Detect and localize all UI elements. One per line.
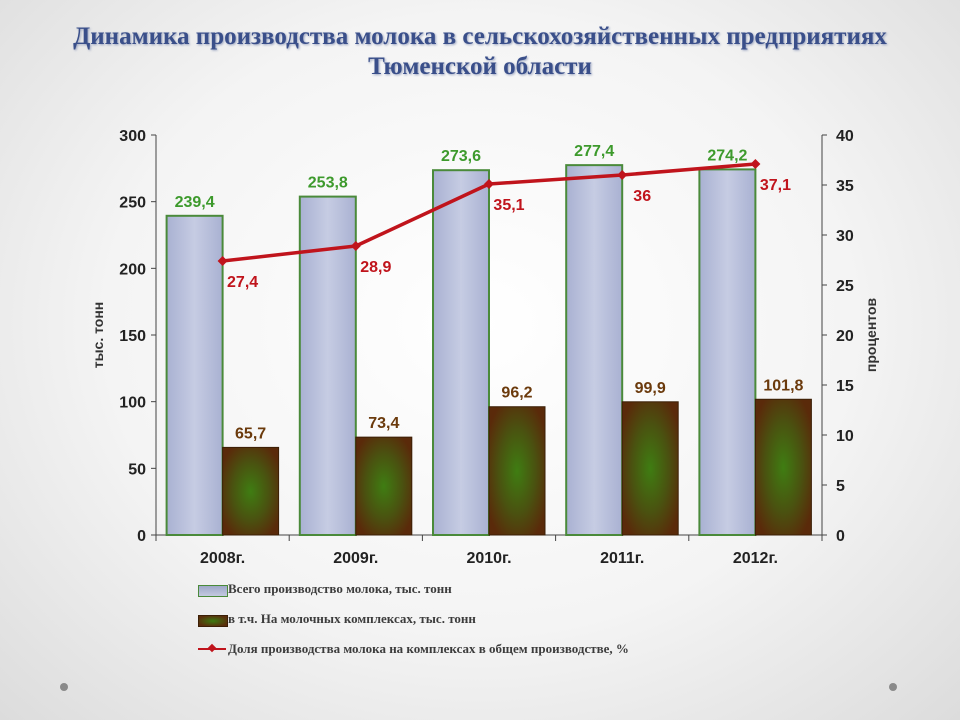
- x-tick-label: 2009г.: [333, 550, 378, 567]
- y-tick-label-left: 250: [119, 195, 146, 212]
- bar-complex: [488, 406, 546, 536]
- y-axis-title-right: процентов: [863, 297, 879, 372]
- y-tick-label-right: 40: [836, 128, 854, 145]
- line-marker: [750, 159, 761, 169]
- chart-axes: 0 50 100 150 200 250 300 0 5 10 15 20 25 30 35 40 2008г.…: [90, 128, 879, 567]
- bar-complex: [222, 446, 280, 536]
- legend-label-share: Доля производства молока на комплексах в…: [228, 641, 629, 656]
- data-label-total: 277,4: [574, 143, 614, 160]
- y-tick-label-right: 35: [836, 178, 854, 195]
- data-label-total: 239,4: [175, 194, 215, 211]
- bars-total-series: [165, 164, 757, 537]
- legend-label-total: Всего производство молока, тыс. тонн: [228, 581, 452, 596]
- data-labels: 239,4 65,7 253,8 73,4 273,6 96,2 277,4 99,9 274,…: [175, 143, 804, 442]
- x-tick-label: 2012г.: [733, 550, 778, 567]
- chart-title-line-1: Динамика производства молока в сельскохо…: [73, 23, 887, 50]
- bar-total: [565, 164, 624, 536]
- y-tick-label-right: 15: [836, 378, 854, 395]
- slide-dot-left: [60, 683, 68, 691]
- slide-dot-right: [889, 683, 897, 691]
- data-label-share: 36: [633, 188, 651, 205]
- legend-label-complex: в т.ч. На молочных комплексах, тыс. тонн: [228, 611, 476, 626]
- y-tick-label-right: 0: [836, 528, 845, 545]
- data-label-total: 274,2: [707, 147, 747, 164]
- bar-total: [165, 214, 224, 537]
- data-label-complex: 99,9: [635, 380, 666, 397]
- chart-title: Динамика производства молока в сельскохо…: [0, 22, 960, 82]
- y-tick-label-right: 10: [836, 428, 854, 445]
- data-label-total: 273,6: [441, 148, 481, 165]
- data-label-complex: 96,2: [501, 385, 532, 402]
- y-tick-label-left: 200: [119, 261, 146, 278]
- bar-complex: [355, 436, 413, 536]
- x-tick-label: 2008г.: [200, 550, 245, 567]
- line-marker: [484, 179, 494, 189]
- y-tick-label-right: 30: [836, 228, 854, 245]
- y-tick-label-left: 300: [119, 128, 146, 145]
- legend-swatch-complex: [198, 615, 228, 627]
- data-label-complex: 101,8: [763, 377, 803, 394]
- y-tick-label-left: 150: [119, 328, 146, 345]
- data-label-share: 37,1: [760, 177, 791, 194]
- y-tick-label-left: 100: [119, 395, 146, 412]
- y-tick-label-right: 20: [836, 328, 854, 345]
- chart-title-line-2: Тюменской области: [368, 53, 592, 80]
- y-axis-title-left: тыс. тонн: [90, 302, 106, 369]
- data-label-share: 28,9: [360, 259, 391, 276]
- bar-total: [698, 168, 757, 536]
- x-tick-label: 2010г.: [466, 550, 511, 567]
- x-tick-label: 2011г.: [600, 550, 644, 567]
- y-tick-label-right: 5: [836, 478, 845, 495]
- legend-swatch-total: [198, 585, 228, 597]
- line-share-series: [217, 159, 761, 266]
- data-label-total: 253,8: [308, 175, 348, 192]
- bar-total: [432, 169, 490, 536]
- data-label-complex: 65,7: [235, 425, 266, 442]
- line-marker: [350, 241, 361, 251]
- bar-complex: [754, 398, 812, 536]
- data-label-complex: 73,4: [368, 415, 399, 432]
- line-marker: [617, 170, 628, 180]
- data-label-share: 27,4: [227, 274, 258, 291]
- data-label-share: 35,1: [493, 197, 524, 214]
- y-tick-label-left: 0: [137, 528, 146, 545]
- bars-complex-series: [222, 398, 812, 536]
- y-tick-label-right: 25: [836, 278, 854, 295]
- line-marker: [217, 256, 228, 266]
- y-tick-label-left: 50: [128, 461, 146, 478]
- bar-complex: [621, 401, 679, 536]
